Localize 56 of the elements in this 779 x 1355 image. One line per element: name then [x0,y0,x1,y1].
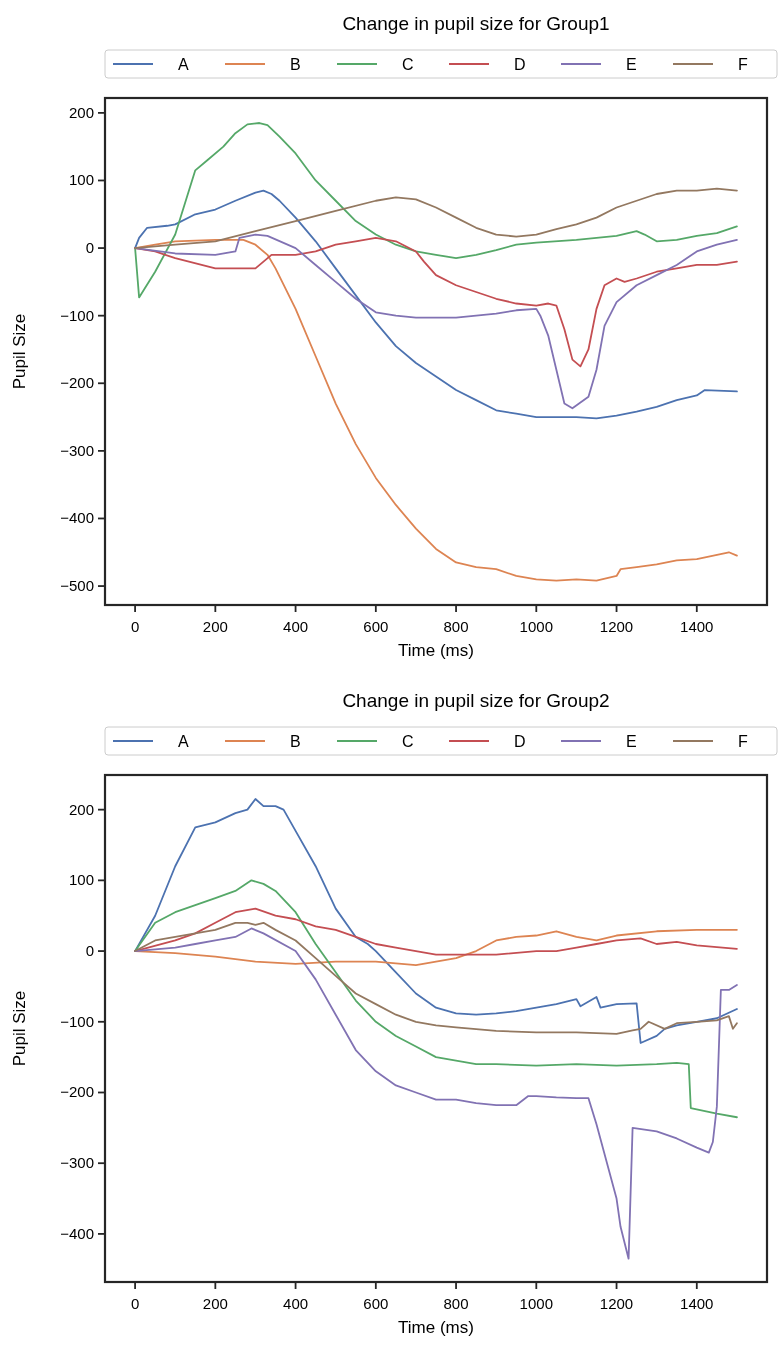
y-tick-label: −200 [60,374,94,392]
line-series [134,921,738,1035]
y-tick-label: 200 [68,103,94,121]
y-axis-title: Pupil Size [10,313,29,390]
legend-label: B [290,733,301,750]
x-tick-label: 1400 [680,1295,714,1312]
legend-label: A [178,56,189,73]
chart-title: Change in pupil size for Group1 [342,13,610,34]
line-series [134,122,738,299]
y-tick-label: 0 [85,942,94,960]
legend-label: E [626,733,637,750]
y-axis-title: Pupil Size [10,990,29,1067]
legend-label: F [738,56,748,73]
line-series [134,187,738,249]
x-tick-label: 1000 [519,1295,553,1312]
y-tick-label: −300 [60,1154,94,1172]
y-tick-label: −200 [60,1083,94,1101]
x-tick-label: 400 [283,1295,309,1312]
y-tick-label: −100 [60,1012,94,1030]
x-tick-label: 200 [202,1295,228,1312]
x-tick-label: 800 [443,618,469,635]
legend-label: C [402,56,414,73]
y-tick-label: −300 [60,441,94,459]
x-tick-label: 800 [443,1295,469,1312]
y-tick-label: −400 [60,509,94,527]
legend-label: A [178,733,189,750]
x-tick-label: 600 [363,1295,389,1312]
x-tick-label: 1000 [519,618,553,635]
y-tick-label: −400 [60,1224,94,1242]
y-tick-label: 100 [68,171,94,189]
legend-label: B [290,56,301,73]
line-series [134,189,738,420]
x-tick-label: 1200 [599,618,634,635]
x-tick-label: 1400 [680,618,714,635]
y-tick-label: −100 [60,306,94,324]
x-axis-title: Time (ms) [398,1318,474,1337]
x-tick-label: 1200 [599,1295,634,1312]
chart-title: Change in pupil size for Group2 [342,690,610,711]
y-tick-label: 100 [68,871,94,889]
x-tick-label: 200 [202,618,228,635]
legend-label: C [402,733,414,750]
x-tick-label: 400 [283,618,309,635]
line-series [134,879,738,1119]
legend-label: F [738,733,748,750]
x-tick-label: 600 [363,618,389,635]
legend-label: E [626,56,637,73]
x-axis-title: Time (ms) [398,641,474,660]
y-tick-label: 200 [68,800,94,818]
y-tick-label: 0 [85,239,94,257]
legend-label: D [514,733,526,750]
line-series [134,927,738,1260]
x-tick-label: 0 [130,618,140,635]
legend-label: D [514,56,526,73]
x-tick-label: 0 [130,1295,140,1312]
y-tick-label: −500 [60,577,94,595]
line-series [134,798,738,1044]
